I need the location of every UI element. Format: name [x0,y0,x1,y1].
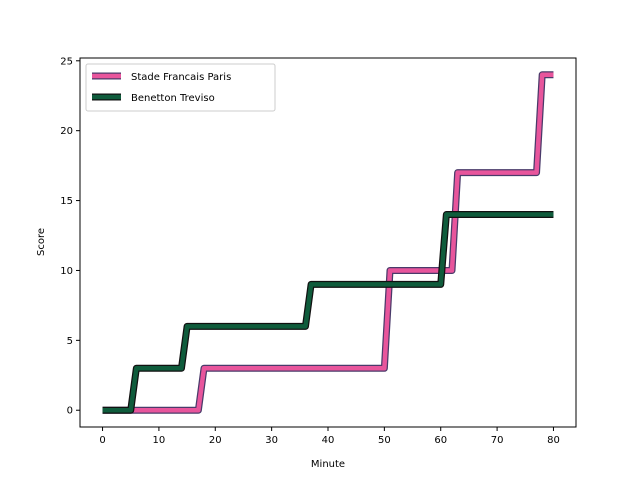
y-tick-label: 10 [60,266,73,277]
legend-label-stade-francais: Stade Francais Paris [131,72,231,83]
x-axis: 0 10 20 30 40 50 60 70 80 [99,427,560,446]
x-tick-label: 10 [153,435,166,446]
x-tick-label: 80 [547,435,560,446]
y-axis-label: Score [36,228,47,256]
x-tick-label: 20 [209,435,222,446]
y-tick-label: 15 [60,196,73,207]
x-axis-label: Minute [311,459,345,470]
x-tick-label: 40 [322,435,335,446]
series-line-benetton-treviso [102,212,554,413]
x-tick-label: 70 [491,435,504,446]
y-tick-label: 5 [67,336,73,347]
series-line-stade-francais-paris [102,72,554,413]
legend: Stade Francais Paris Benetton Treviso [85,63,276,112]
y-tick-label: 25 [60,56,73,67]
y-tick-label: 20 [60,126,73,137]
series-layer [102,71,554,414]
y-tick-label: 0 [67,406,73,417]
legend-label-benetton: Benetton Treviso [131,93,215,104]
x-tick-label: 50 [378,435,391,446]
x-tick-label: 60 [434,435,447,446]
x-tick-label: 30 [265,435,278,446]
x-tick-label: 0 [99,435,105,446]
legend-box [85,63,276,112]
y-axis: 0 5 10 15 20 25 [60,56,80,417]
